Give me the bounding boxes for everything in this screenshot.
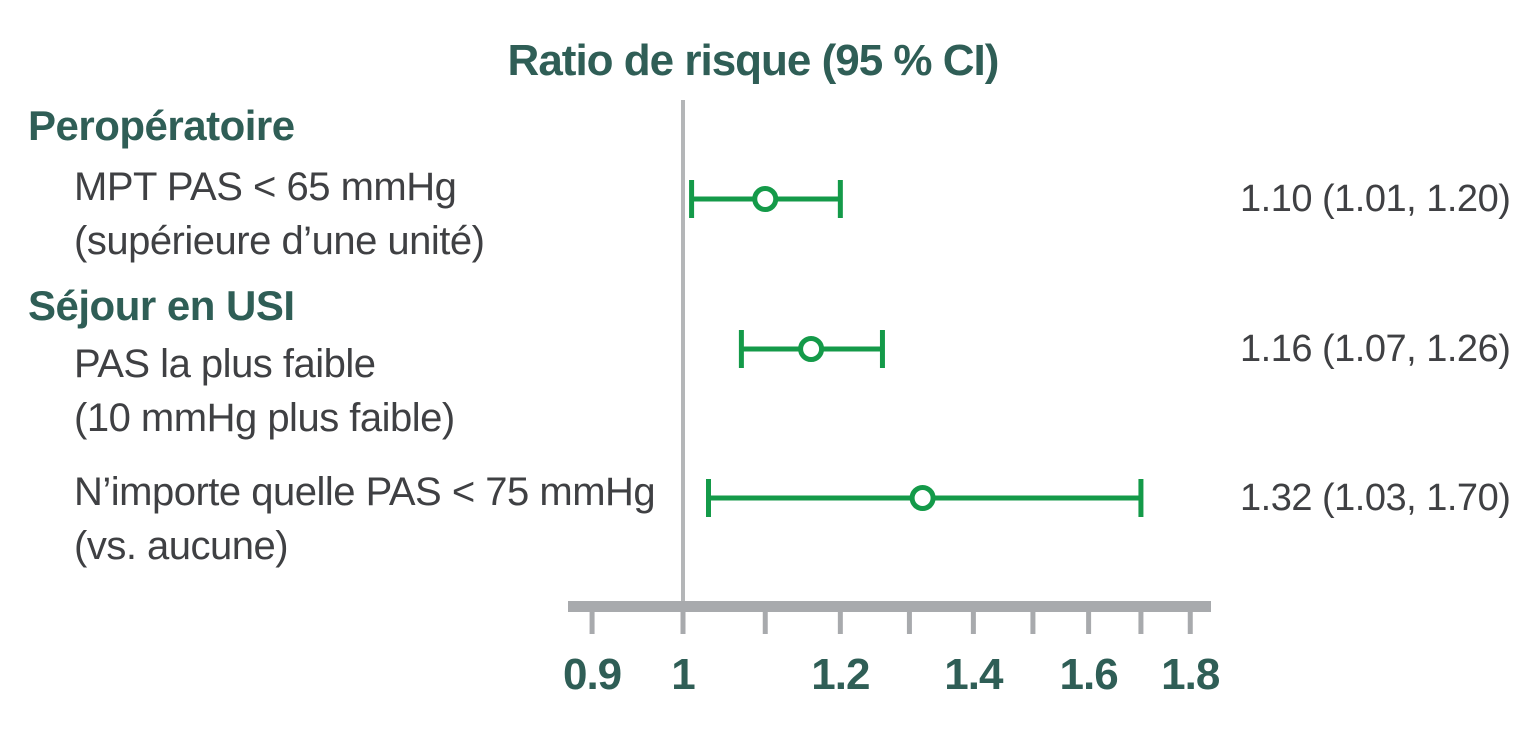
row-value: 1.16 (1.07, 1.26) <box>1240 328 1511 370</box>
group-header-peroperatoire: Peropératoire <box>28 102 295 149</box>
axis-tick-label: 1.8 <box>1161 650 1220 699</box>
row-value: 1.32 (1.03, 1.70) <box>1240 477 1511 519</box>
axis-tick-label: 0.9 <box>563 650 621 699</box>
axis-tick-label: 1 <box>671 650 695 699</box>
row-label-line: (vs. aucune) <box>74 524 289 568</box>
axis-tick-label: 1.4 <box>944 650 1004 699</box>
ci-marker <box>752 186 779 212</box>
row-label-line: (supérieure d’une unité) <box>74 219 485 263</box>
row-value: 1.10 (1.01, 1.20) <box>1240 178 1511 220</box>
row-label-line: N’importe quelle PAS < 75 mmHg <box>74 470 656 514</box>
chart-title: Ratio de risque (95 % CI) <box>507 36 1000 85</box>
group-header-sejour-en-usi: Séjour en USI <box>28 282 295 329</box>
row-label-line: MPT PAS < 65 mmHg <box>74 165 457 209</box>
axis-bar <box>568 601 1211 612</box>
axis-tick-label: 1.2 <box>811 650 869 699</box>
axis-tick-label: 1.6 <box>1060 650 1118 699</box>
ci-marker <box>798 336 825 362</box>
ci-marker <box>909 485 936 511</box>
row-label-line: (10 mmHg plus faible) <box>74 396 455 440</box>
row-label-line: PAS la plus faible <box>74 342 376 386</box>
